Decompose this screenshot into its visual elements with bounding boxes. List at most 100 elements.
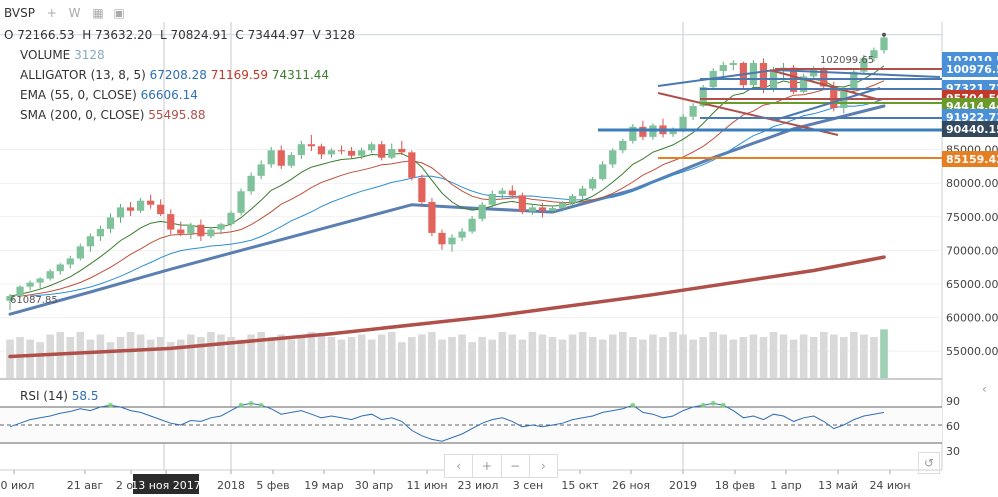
candle-body [388, 148, 396, 158]
candle-body [629, 126, 637, 141]
volume-bar [709, 331, 718, 378]
volume-bar [136, 334, 145, 378]
rsi-overbought-mark [710, 400, 716, 406]
candle-body [36, 278, 44, 283]
legend-sma-name: SMA (200, 0, CLOSE) [20, 108, 145, 122]
volume-bar [267, 337, 276, 378]
volume-bar [347, 337, 356, 378]
volume-bar [86, 339, 95, 378]
collapse-icon[interactable]: ‹ [982, 382, 987, 396]
volume-bar [588, 337, 597, 378]
trendline-upper-ext [774, 69, 941, 78]
time-label: 2019 [669, 479, 697, 492]
rsi-legend[interactable]: RSI (14) 58.5 [20, 389, 99, 403]
legend-sma[interactable]: SMA (200, 0, CLOSE) 55495.88 [20, 108, 206, 122]
volume-bar [337, 339, 346, 378]
close-value: 73444.97 [247, 28, 305, 42]
volume-bar [297, 337, 306, 378]
legend-volume[interactable]: VOLUME 3128 [20, 48, 105, 62]
candle-body [579, 188, 587, 196]
legend-ema[interactable]: EMA (55, 0, CLOSE) 66606.14 [20, 88, 198, 102]
time-label: 30 апр [355, 479, 393, 492]
candle-body [357, 150, 366, 156]
volume-bar [227, 337, 235, 378]
trendline-lower-red [657, 92, 839, 136]
legend-alligator[interactable]: ALLIGATOR (13, 8, 5) 67208.28 71169.59 7… [20, 68, 329, 82]
volume-bar [488, 339, 497, 378]
price-tick: 75000.00 [946, 211, 998, 224]
low-label: L [159, 28, 167, 42]
zoom-in-button[interactable]: + [473, 455, 502, 477]
calendar-icon[interactable]: ▣ [113, 6, 125, 20]
legend-sma-value: 55495.88 [148, 108, 206, 122]
volume-bar [408, 337, 416, 378]
candle-body [126, 207, 135, 211]
candle-body [679, 116, 687, 131]
reset-icon[interactable]: ↺ [918, 452, 940, 474]
volume-bar [156, 337, 165, 378]
time-label: 13 ноя 2017 [131, 479, 201, 492]
price-tag [942, 121, 998, 137]
candle-body [327, 150, 336, 155]
scroll-right-button[interactable]: › [540, 459, 546, 473]
volume-bar [397, 342, 406, 378]
time-label: 23 июл [458, 479, 499, 492]
volume-bar [860, 334, 868, 378]
rsi-overbought-mark [238, 402, 244, 408]
candle-body [16, 286, 24, 297]
trendline-red-2 [769, 69, 881, 101]
candle-body [66, 258, 74, 265]
volume-bar [458, 334, 466, 378]
candle-body [689, 105, 697, 117]
price-tick: 55000.00 [946, 345, 998, 358]
candle-body [177, 229, 185, 234]
candle-body [408, 152, 416, 178]
add-icon[interactable]: + [46, 6, 57, 20]
volume-bar [578, 331, 587, 378]
time-label: 18 фев [715, 479, 755, 492]
symbol-label: BVSP [4, 6, 35, 20]
scroll-left-button[interactable]: ‹ [445, 455, 474, 477]
rsi-overbought-mark [630, 402, 636, 408]
alligator-lips [9, 65, 885, 297]
price-tick: 70000.00 [946, 244, 998, 257]
candle-body [528, 207, 537, 212]
time-label: 13 май [818, 479, 858, 492]
price-tag [942, 61, 998, 77]
grid-icon[interactable]: ▦ [92, 6, 104, 20]
volume-bar [699, 337, 707, 378]
volume-bar [357, 334, 366, 378]
volume-bar [438, 339, 446, 378]
high-annotation: 102099.65 [820, 55, 875, 66]
volume-bar [880, 329, 888, 378]
legend-ema-value: 66606.14 [140, 88, 198, 102]
candle-body [76, 246, 84, 259]
volume-bar [277, 334, 286, 378]
volume-bar [478, 337, 486, 378]
candle-body [438, 232, 446, 245]
volume-bar [829, 334, 838, 378]
volume-bar [779, 334, 788, 378]
candle-body [136, 200, 145, 211]
time-label: 15 окт [561, 479, 599, 492]
watchlist-icon[interactable]: W [68, 6, 81, 20]
volume-bar [538, 334, 547, 378]
volume-bar [106, 342, 115, 378]
volume-bar [307, 331, 316, 378]
volume-bar [719, 334, 728, 378]
high-label: H [82, 28, 92, 42]
zoom-out-button[interactable]: − [502, 455, 530, 477]
candle-body [830, 86, 838, 108]
volume-bar [649, 334, 657, 378]
trendline-rising [774, 87, 881, 121]
rsi-overbought-mark [720, 402, 726, 408]
volume-bar [377, 334, 386, 378]
candle-body [277, 150, 285, 166]
volume-bar [819, 331, 828, 378]
low-value: 70824.91 [170, 28, 228, 42]
volume-bar [870, 337, 878, 378]
volume-bar [659, 337, 667, 378]
legend-alligator-name: ALLIGATOR (13, 8, 5) [20, 68, 146, 82]
price-tag [942, 151, 998, 167]
